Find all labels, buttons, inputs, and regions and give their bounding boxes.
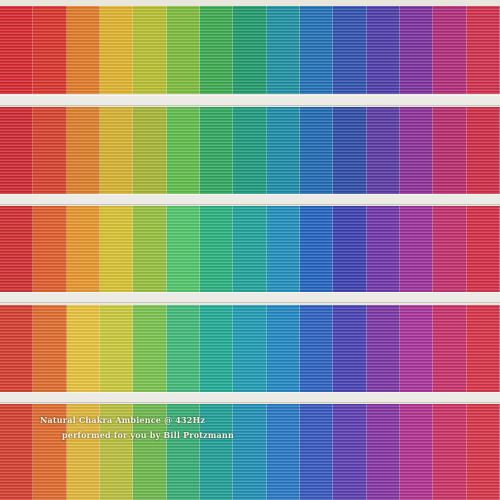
color-tile <box>199 305 234 393</box>
tile-row <box>0 6 500 94</box>
color-tile <box>233 305 267 393</box>
color-tile <box>233 206 267 293</box>
color-tile <box>466 6 500 94</box>
color-tile <box>66 305 101 393</box>
color-tile <box>366 107 401 194</box>
color-tile <box>399 6 434 94</box>
color-tile <box>199 404 234 500</box>
color-tile <box>0 6 34 94</box>
color-shelf-row-2 <box>0 107 500 194</box>
color-tile <box>233 404 267 500</box>
color-tile <box>166 107 201 194</box>
color-shelf-row-4 <box>0 305 500 393</box>
color-shelf-row-3 <box>0 206 500 293</box>
color-tile <box>266 404 301 500</box>
shelf-divider <box>0 195 500 204</box>
color-tile <box>66 107 101 194</box>
color-tile <box>33 6 67 94</box>
color-tile <box>366 404 401 500</box>
color-tile <box>433 206 467 293</box>
color-tile <box>333 305 367 393</box>
color-tile <box>399 206 434 293</box>
color-tile <box>266 6 301 94</box>
color-tile <box>133 305 167 393</box>
shelf-divider <box>0 293 500 302</box>
color-tile <box>66 6 101 94</box>
color-tile <box>266 107 301 194</box>
color-tile <box>233 6 267 94</box>
color-tile <box>399 305 434 393</box>
color-tile <box>199 107 234 194</box>
color-tile <box>333 107 367 194</box>
color-tile <box>66 206 101 293</box>
color-tile <box>66 404 101 500</box>
color-tile <box>466 206 500 293</box>
color-tile <box>99 404 134 500</box>
color-tile <box>299 206 334 293</box>
color-tile <box>466 107 500 194</box>
color-tile <box>299 404 334 500</box>
color-tile <box>133 107 167 194</box>
color-tile <box>99 206 134 293</box>
tile-row <box>0 107 500 194</box>
color-tile <box>399 107 434 194</box>
color-tile <box>333 404 367 500</box>
color-tile <box>0 305 34 393</box>
color-tile <box>0 206 34 293</box>
color-tile <box>466 305 500 393</box>
color-tile <box>333 6 367 94</box>
color-tile <box>33 107 67 194</box>
color-tile <box>433 6 467 94</box>
color-tile <box>399 404 434 500</box>
color-tile <box>433 305 467 393</box>
color-tile <box>166 404 201 500</box>
color-tile <box>33 404 67 500</box>
album-title: Natural Chakra Ambience @ 432Hz <box>40 415 206 425</box>
color-tile <box>433 107 467 194</box>
color-tile <box>266 305 301 393</box>
tile-row <box>0 404 500 500</box>
color-tile <box>366 206 401 293</box>
color-tile <box>99 305 134 393</box>
color-tile <box>433 404 467 500</box>
shelf-divider <box>0 393 500 402</box>
color-tile <box>133 404 167 500</box>
color-tile <box>466 404 500 500</box>
color-tile <box>333 206 367 293</box>
color-tile <box>166 206 201 293</box>
color-tile <box>99 107 134 194</box>
color-tile <box>299 305 334 393</box>
color-tile <box>133 206 167 293</box>
tile-row <box>0 305 500 393</box>
color-tile <box>0 404 34 500</box>
color-tile <box>299 6 334 94</box>
shelf-divider <box>0 96 500 105</box>
performer-credit: performed for you by Bill Protzmann <box>62 430 234 440</box>
color-shelf-row-5 <box>0 404 500 500</box>
color-tile <box>99 6 134 94</box>
color-tile <box>266 206 301 293</box>
color-tile <box>199 6 234 94</box>
color-tile <box>299 107 334 194</box>
color-tile <box>166 305 201 393</box>
color-tile <box>133 6 167 94</box>
color-tile <box>166 6 201 94</box>
color-tile <box>199 206 234 293</box>
color-tile <box>366 305 401 393</box>
color-tile <box>233 107 267 194</box>
color-tile <box>33 305 67 393</box>
color-tile <box>33 206 67 293</box>
color-tile <box>366 6 401 94</box>
tile-row <box>0 206 500 293</box>
color-tile <box>0 107 34 194</box>
color-shelf-row-1 <box>0 6 500 94</box>
